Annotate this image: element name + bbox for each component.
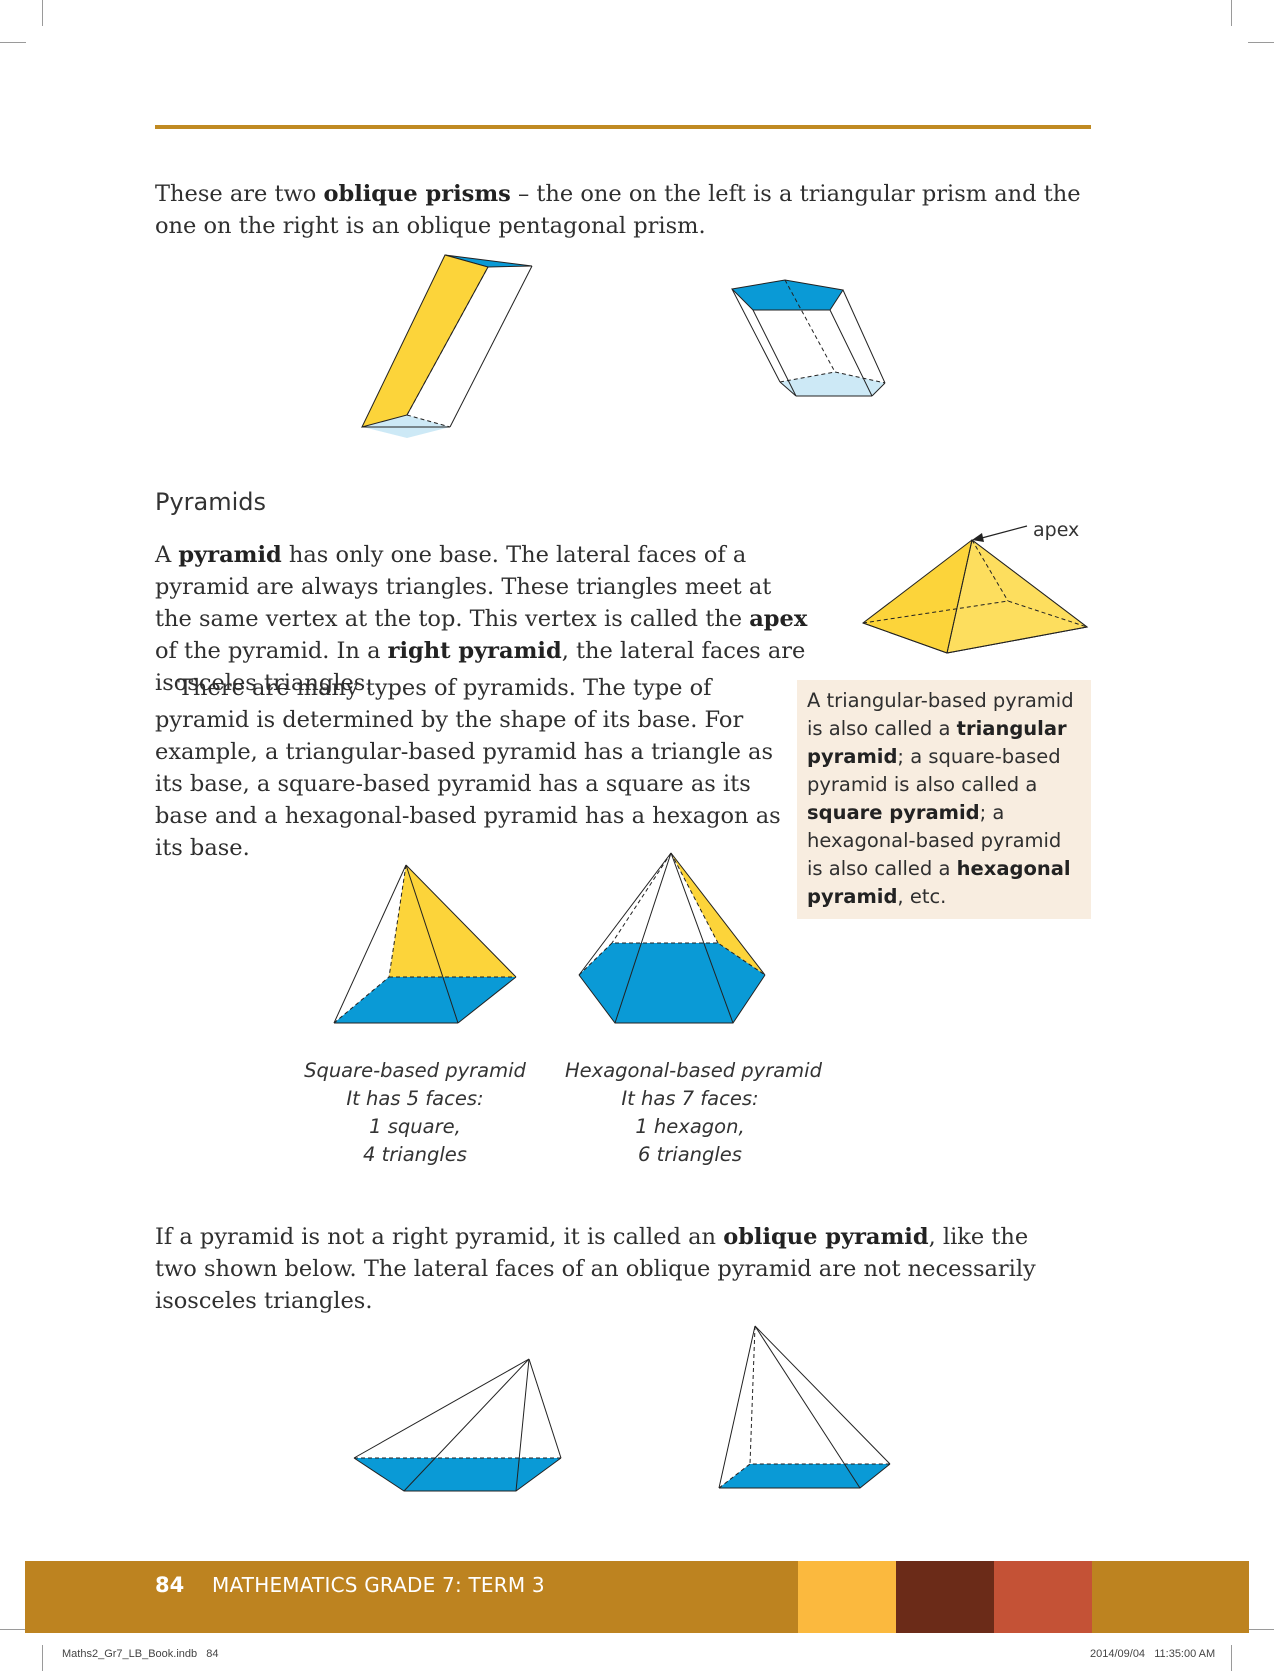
page-number: 84 — [155, 1573, 185, 1597]
crop-mark — [1231, 0, 1232, 26]
footer-color-block — [994, 1561, 1092, 1633]
crop-mark — [1248, 42, 1274, 43]
crop-mark — [42, 1645, 43, 1671]
oblique-pyramid-figure — [353, 1358, 562, 1492]
footer-color-block — [798, 1561, 896, 1633]
section-heading-pyramids: Pyramids — [155, 488, 267, 516]
crop-mark — [42, 0, 43, 26]
crop-mark — [1231, 1645, 1232, 1671]
crop-mark — [1248, 1629, 1274, 1630]
footer-color-block — [896, 1561, 994, 1633]
oblique-pentagonal-prism-figure — [730, 279, 886, 397]
crop-mark — [0, 1629, 26, 1630]
oblique-triangular-prism-figure — [361, 254, 533, 438]
hexagonal-based-pyramid-figure — [578, 852, 766, 1024]
hexagonal-pyramid-caption: Hexagonal-based pyramid It has 7 faces: … — [565, 1059, 822, 1166]
crop-mark — [0, 42, 26, 43]
apex-label: apex — [1033, 519, 1080, 541]
pyramid-types-paragraph: There are many types of pyramids. The ty… — [155, 675, 781, 861]
square-based-pyramid-figure — [333, 864, 517, 1024]
top-rule — [155, 125, 1091, 129]
running-footer-title: MATHEMATICS GRADE 7: TERM 3 — [212, 1573, 545, 1597]
slug-filename: Maths2_Gr7_LB_Book.indb 84 — [62, 1648, 219, 1660]
pyramid-definition-paragraph: A pyramid has only one base. The lateral… — [155, 542, 808, 696]
right-square-pyramid-figure — [861, 525, 1089, 654]
oblique-pyramid-paragraph: If a pyramid is not a right pyramid, it … — [155, 1224, 1036, 1314]
intro-paragraph: These are two oblique prisms – the one o… — [155, 181, 1081, 239]
slug-timestamp: 2014/09/04 11:35:00 AM — [1090, 1648, 1216, 1660]
sidebar-note: A triangular-based pyramid is also calle… — [797, 680, 1091, 919]
square-pyramid-caption: Square-based pyramid It has 5 faces: 1 s… — [304, 1059, 526, 1166]
footer-band — [25, 1561, 1249, 1633]
oblique-pyramid-figure — [718, 1325, 891, 1489]
